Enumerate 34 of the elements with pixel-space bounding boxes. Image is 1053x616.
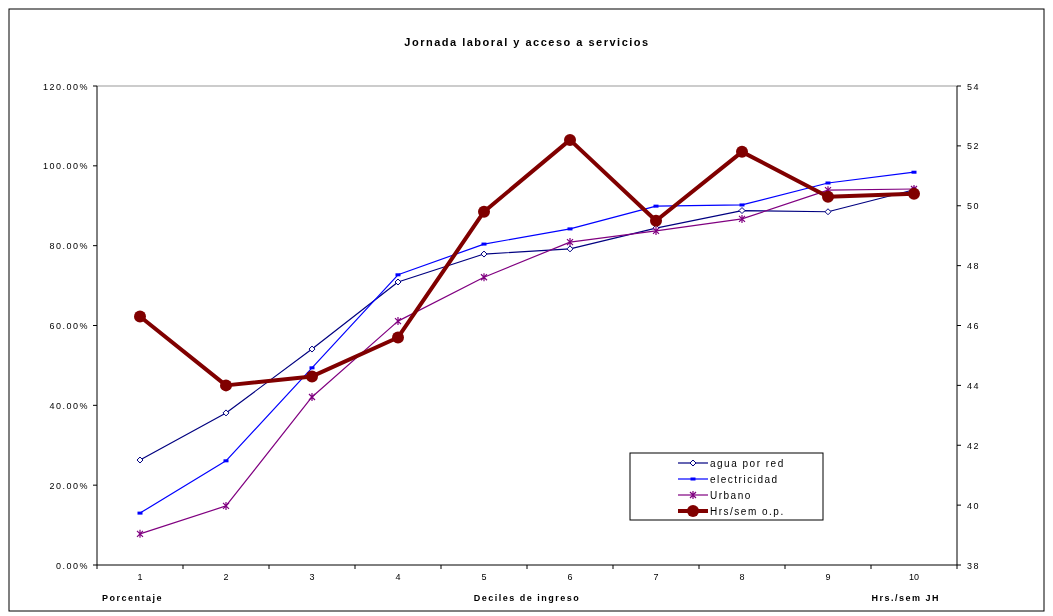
legend-label: agua por red [710, 457, 785, 469]
y2-tick-label: 52 [967, 141, 981, 152]
y-tick-label: 40.00% [49, 400, 89, 411]
x-tick-label: 1 [137, 572, 143, 582]
legend-label: electricidad [710, 473, 779, 485]
text: Hrs./sem JH [871, 593, 940, 603]
x-tick-label: 7 [653, 572, 659, 582]
y-tick-label: 100.00% [42, 161, 89, 172]
x-tick-label: 4 [395, 572, 401, 582]
y2-tick-label: 48 [967, 261, 981, 272]
y2-tick-label: 50 [967, 201, 981, 212]
x-tick-label: 2 [223, 572, 229, 582]
x-tick-label: 3 [309, 572, 315, 582]
y2-tick-label: 42 [967, 440, 981, 451]
chart-title: Jornada laboral y acceso a servicios [404, 36, 650, 48]
x-tick-label: 8 [739, 572, 745, 582]
y2-tick-label: 38 [967, 560, 981, 571]
text: Porcentaje [102, 593, 164, 603]
y-tick-label: 0.00% [55, 560, 89, 571]
x-axis-title: Deciles de ingreso [473, 593, 581, 603]
x-tick-label: 10 [908, 572, 920, 582]
x-tick-label: 5 [481, 572, 487, 582]
y2-tick-label: 46 [967, 321, 981, 331]
y-tick-label: 80.00% [49, 241, 89, 252]
x-tick-label: 9 [825, 572, 831, 582]
legend-label: Urbano [710, 489, 752, 501]
y2-tick-label: 54 [967, 81, 981, 92]
y-tick-label: 120.00% [42, 81, 89, 92]
y-tick-label: 60.00% [49, 321, 89, 331]
x-tick-label: 6 [567, 572, 573, 582]
y2-tick-label: 44 [967, 380, 981, 391]
y-tick-label: 20.00% [49, 480, 89, 491]
y2-tick-label: 40 [967, 500, 981, 511]
legend-label: Hrs/sem o.p. [710, 505, 785, 517]
